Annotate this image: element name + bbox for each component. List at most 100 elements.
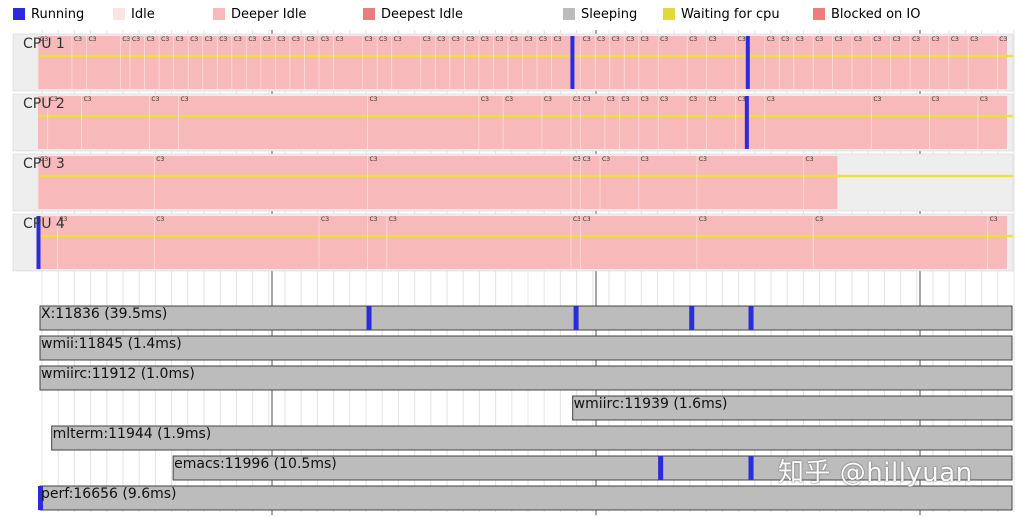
process-running-mark	[748, 306, 754, 330]
c3-label: C3	[738, 36, 746, 43]
c3-label: C3	[781, 36, 789, 43]
c3-label: C3	[912, 36, 920, 43]
c3-label: C3	[583, 156, 591, 163]
c3-label: C3	[573, 156, 581, 163]
legend-item: Deepest Idle	[363, 6, 463, 22]
legend-swatch	[363, 8, 375, 20]
c3-label: C3	[931, 36, 939, 43]
c3-label: C3	[336, 36, 344, 43]
cpu-idle-band	[38, 216, 1007, 269]
c3-label: C3	[452, 36, 460, 43]
c3-label: C3	[369, 156, 377, 163]
c3-label: C3	[583, 36, 591, 43]
legend-swatch	[113, 8, 125, 20]
c3-label: C3	[437, 36, 445, 43]
legend-item: Running	[13, 6, 84, 22]
c3-label: C3	[176, 36, 184, 43]
c3-label: C3	[248, 36, 256, 43]
c3-label: C3	[539, 36, 547, 43]
c3-label: C3	[689, 96, 697, 103]
c3-label: C3	[573, 216, 581, 223]
c3-label: C3	[365, 36, 373, 43]
process-label: wmiirc:11912 (1.0ms)	[41, 366, 195, 382]
legend-label: Sleeping	[581, 6, 638, 22]
c3-label: C3	[660, 96, 668, 103]
process-label: X:11836 (39.5ms)	[41, 306, 167, 322]
c3-label: C3	[767, 36, 775, 43]
c3-label: C3	[50, 96, 58, 103]
c3-label: C3	[641, 96, 649, 103]
c3-label: C3	[699, 216, 707, 223]
legend-label: Blocked on IO	[831, 6, 921, 22]
legend-swatch	[213, 8, 225, 20]
cpu-idle-band	[38, 156, 838, 209]
c3-label: C3	[835, 36, 843, 43]
cpu-label: CPU 3	[23, 156, 65, 172]
c3-label: C3	[607, 96, 615, 103]
c3-label: C3	[505, 96, 513, 103]
c3-label: C3	[84, 96, 92, 103]
c3-label: C3	[306, 36, 314, 43]
legend-item: Idle	[113, 6, 155, 22]
c3-label: C3	[951, 36, 959, 43]
c3-label: C3	[990, 216, 998, 223]
c3-label: C3	[369, 96, 377, 103]
process-bar	[39, 335, 1013, 361]
c3-label: C3	[621, 96, 629, 103]
c3-label: C3	[219, 36, 227, 43]
process-bar	[39, 365, 1013, 391]
legend: Running Idle Deeper Idle Deepest Idle Sleepi…	[0, 0, 1017, 26]
legend-swatch	[663, 8, 675, 20]
legend-item: Deeper Idle	[213, 6, 306, 22]
legend-item: Waiting for cpu	[663, 6, 780, 22]
cpu-running-mark	[745, 36, 750, 89]
c3-label: C3	[59, 216, 67, 223]
c3-label: C3	[709, 96, 717, 103]
c3-label: C3	[423, 36, 431, 43]
c3-label: C3	[641, 36, 649, 43]
c3-label: C3	[321, 36, 329, 43]
legend-label: Waiting for cpu	[681, 6, 780, 22]
c3-label: C3	[893, 36, 901, 43]
process-running-mark	[38, 486, 43, 510]
c3-label: C3	[544, 96, 552, 103]
process-bar	[172, 455, 1013, 481]
c3-label: C3	[481, 36, 489, 43]
legend-item: Sleeping	[563, 6, 637, 22]
c3-label: C3	[190, 36, 198, 43]
c3-label: C3	[854, 36, 862, 43]
process-running-mark	[366, 306, 372, 330]
process-label: mlterm:11944 (1.9ms)	[53, 426, 212, 442]
c3-label: C3	[980, 96, 988, 103]
cpu-idle-band	[38, 96, 1007, 149]
process-bar	[572, 395, 1013, 421]
c3-label: C3	[234, 36, 242, 43]
legend-swatch	[813, 8, 825, 20]
process-label: wmii:11845 (1.4ms)	[41, 336, 182, 352]
process-label: perf:16656 (9.6ms)	[41, 486, 177, 502]
process-bar	[39, 305, 1013, 331]
c3-label: C3	[394, 36, 402, 43]
c3-label: C3	[873, 36, 881, 43]
cpu-running-mark	[744, 96, 749, 149]
c3-label: C3	[709, 36, 717, 43]
c3-label: C3	[510, 36, 518, 43]
process-bar	[51, 425, 1013, 451]
cpu-label: CPU 2	[23, 96, 65, 112]
c3-label: C3	[481, 96, 489, 103]
process-bar	[39, 485, 1013, 511]
c3-label: C3	[660, 36, 668, 43]
process-running-mark	[689, 306, 695, 330]
legend-swatch	[563, 8, 575, 20]
process-running-mark	[658, 456, 664, 480]
c3-label: C3	[151, 96, 159, 103]
c3-label: C3	[40, 36, 48, 43]
c3-label: C3	[74, 36, 82, 43]
c3-label: C3	[689, 36, 697, 43]
cpu-label: CPU 4	[23, 216, 65, 232]
c3-label: C3	[573, 96, 581, 103]
c3-label: C3	[699, 156, 707, 163]
legend-label: Deepest Idle	[381, 6, 463, 22]
c3-label: C3	[767, 96, 775, 103]
